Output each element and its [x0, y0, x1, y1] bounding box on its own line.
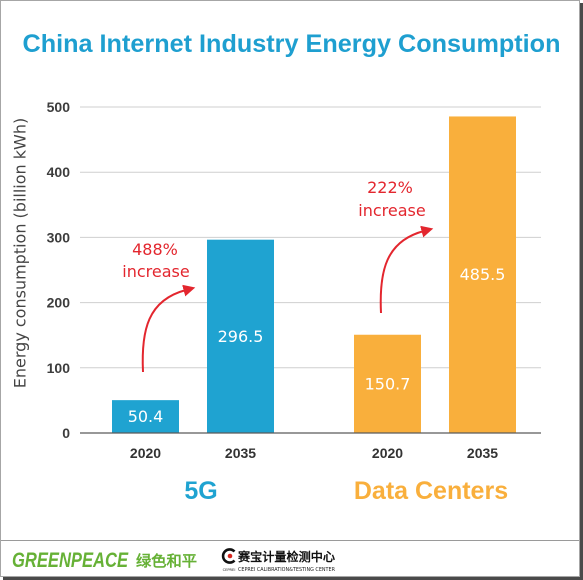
value-label: 150.7 — [365, 374, 411, 393]
greenpeace-logo-text: GREENPEACE — [12, 549, 129, 572]
value-labels: 50.4 296.5 150.7 485.5 — [128, 265, 506, 426]
value-label: 50.4 — [128, 407, 164, 426]
annotation-data-centers-percent: 222% — [367, 178, 413, 197]
y-tick-label: 400 — [47, 164, 71, 180]
x-tick-label: 2020 — [372, 445, 403, 461]
value-label: 485.5 — [460, 265, 506, 284]
ceprei-logo-icon — [221, 548, 236, 564]
greenpeace-logo-chinese: 绿色和平 — [136, 552, 197, 570]
x-tick-label: 2020 — [130, 445, 161, 461]
y-tick-label: 100 — [47, 360, 71, 376]
annotation-data-centers-text: increase — [358, 201, 425, 220]
y-tick-label: 500 — [47, 99, 71, 115]
bar-5g-2035 — [207, 239, 274, 433]
x-tick-label: 2035 — [467, 445, 498, 461]
annotation-5g-percent: 488% — [132, 240, 178, 259]
y-tick-label: 0 — [62, 425, 70, 441]
ceprei-logo-dot — [227, 553, 233, 559]
ceprei-name-chinese: 赛宝计量检测中心 — [237, 549, 335, 564]
y-tick-label: 300 — [47, 229, 71, 245]
annotation-5g-text: increase — [122, 262, 189, 281]
ceprei-icon-label: CEPREI — [223, 568, 236, 572]
y-tick-label: 200 — [47, 295, 71, 311]
ceprei-name-english: CEPREI CALIBRATION&TESTING CENTER — [238, 567, 336, 573]
group-label-data-centers: Data Centers — [354, 477, 508, 505]
bar-5g-2020 — [112, 400, 179, 433]
y-axis-title: Energy consumption (billion kWh) — [11, 118, 30, 388]
x-axis-ticks: 2020 2035 2020 2035 — [130, 445, 498, 461]
chart-title: China Internet Industry Energy Consumpti… — [23, 30, 561, 58]
value-label: 296.5 — [218, 327, 264, 346]
bar-data-centers-2035 — [449, 116, 516, 433]
bars — [112, 116, 516, 433]
bar-data-centers-2020 — [354, 334, 421, 433]
y-axis-ticks: 0 100 200 300 400 500 — [47, 99, 71, 441]
increase-arrow-data-centers — [379, 225, 434, 314]
group-label-5g: 5G — [184, 477, 217, 505]
increase-arrow-5g — [141, 284, 196, 373]
ceprei-logo-ring — [221, 548, 236, 564]
x-tick-label: 2035 — [225, 445, 256, 461]
